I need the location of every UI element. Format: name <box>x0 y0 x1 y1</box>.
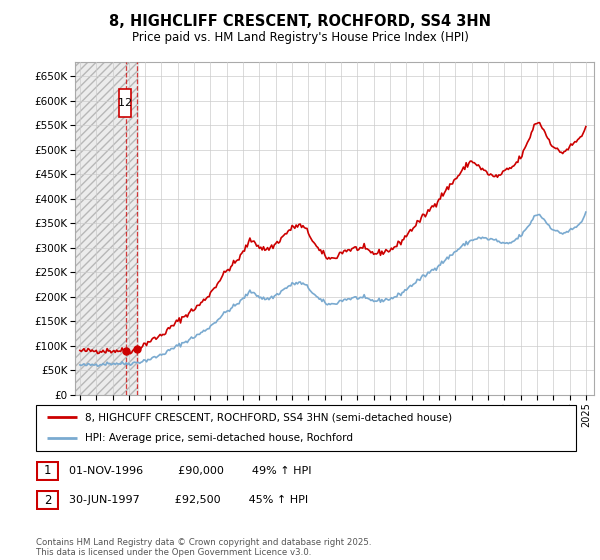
Text: HPI: Average price, semi-detached house, Rochford: HPI: Average price, semi-detached house,… <box>85 433 353 444</box>
Line: 8, HIGHCUFF CRESCENT, ROCHFORD, SS4 3HN (semi-detached house): 8, HIGHCUFF CRESCENT, ROCHFORD, SS4 3HN … <box>80 123 586 354</box>
8, HIGHCUFF CRESCENT, ROCHFORD, SS4 3HN (semi-detached house) <box>127 351 134 357</box>
FancyBboxPatch shape <box>37 462 58 480</box>
Line: HPI: Average price, semi-detached house, Rochford: HPI: Average price, semi-detached house,… <box>80 212 586 366</box>
HPI: Average price, semi-detached house, Rochford: (2e+03, 5.84e+04): Average price, semi-detached house, Roch… <box>94 363 101 370</box>
Text: Contains HM Land Registry data © Crown copyright and database right 2025.
This d: Contains HM Land Registry data © Crown c… <box>36 538 371 557</box>
8, HIGHCUFF CRESCENT, ROCHFORD, SS4 3HN (semi-detached house) <box>162 330 169 337</box>
Text: 1: 1 <box>44 464 51 478</box>
Bar <box>75 62 139 395</box>
FancyBboxPatch shape <box>36 405 576 451</box>
8, HIGHCUFF CRESCENT, ROCHFORD, SS4 3HN (semi-detached house) <box>536 119 543 126</box>
FancyBboxPatch shape <box>37 491 58 509</box>
HPI: Average price, semi-detached house, Rochford: (2e+03, 6.07e+04): Average price, semi-detached house, Roch… <box>102 362 109 368</box>
8, HIGHCUFF CRESCENT, ROCHFORD, SS4 3HN (semi-detached house) <box>578 133 586 139</box>
Text: 2: 2 <box>124 98 131 108</box>
8, HIGHCUFF CRESCENT, ROCHFORD, SS4 3HN (semi-detached house) <box>101 349 108 356</box>
Text: 30-JUN-1997          £92,500        45% ↑ HPI: 30-JUN-1997 £92,500 45% ↑ HPI <box>69 495 308 505</box>
HPI: Average price, semi-detached house, Rochford: (2.02e+03, 3.73e+05): Average price, semi-detached house, Roch… <box>582 209 589 216</box>
8, HIGHCUFF CRESCENT, ROCHFORD, SS4 3HN (semi-detached house) <box>214 281 221 287</box>
Text: 8, HIGHCLIFF CRESCENT, ROCHFORD, SS4 3HN: 8, HIGHCLIFF CRESCENT, ROCHFORD, SS4 3HN <box>109 14 491 29</box>
8, HIGHCUFF CRESCENT, ROCHFORD, SS4 3HN (semi-detached house) <box>582 123 589 130</box>
Text: 01-NOV-1996          £90,000        49% ↑ HPI: 01-NOV-1996 £90,000 49% ↑ HPI <box>69 466 311 476</box>
HPI: Average price, semi-detached house, Rochford: (2e+03, 8.3e+04): Average price, semi-detached house, Roch… <box>159 351 166 357</box>
HPI: Average price, semi-detached house, Rochford: (1.99e+03, 6.1e+04): Average price, semi-detached house, Roch… <box>76 362 83 368</box>
HPI: Average price, semi-detached house, Rochford: (2e+03, 8.37e+04): Average price, semi-detached house, Roch… <box>162 351 169 357</box>
Bar <box>75 62 139 395</box>
Text: Price paid vs. HM Land Registry's House Price Index (HPI): Price paid vs. HM Land Registry's House … <box>131 31 469 44</box>
HPI: Average price, semi-detached house, Rochford: (2e+03, 1.52e+05): Average price, semi-detached house, Roch… <box>214 317 221 324</box>
HPI: Average price, semi-detached house, Rochford: (2.02e+03, 3.51e+05): Average price, semi-detached house, Roch… <box>577 220 584 226</box>
Text: 1: 1 <box>118 98 125 108</box>
8, HIGHCUFF CRESCENT, ROCHFORD, SS4 3HN (semi-detached house) <box>540 126 547 133</box>
HPI: Average price, semi-detached house, Rochford: (2.02e+03, 3.6e+05): Average price, semi-detached house, Roch… <box>539 215 546 222</box>
Text: 8, HIGHCUFF CRESCENT, ROCHFORD, SS4 3HN (semi-detached house): 8, HIGHCUFF CRESCENT, ROCHFORD, SS4 3HN … <box>85 412 452 422</box>
Text: 2: 2 <box>44 493 51 507</box>
8, HIGHCUFF CRESCENT, ROCHFORD, SS4 3HN (semi-detached house) <box>76 347 83 354</box>
FancyBboxPatch shape <box>119 89 131 118</box>
8, HIGHCUFF CRESCENT, ROCHFORD, SS4 3HN (semi-detached house) <box>159 331 166 338</box>
